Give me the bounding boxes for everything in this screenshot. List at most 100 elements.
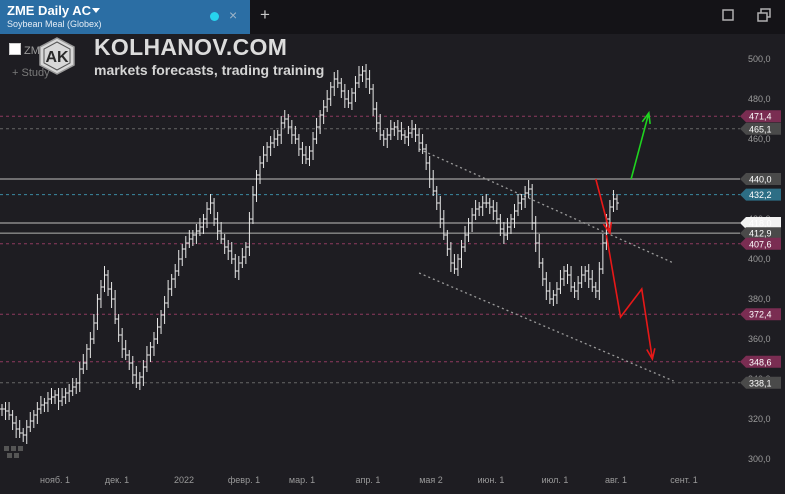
price-bar — [3, 402, 8, 420]
price-bar — [441, 210, 446, 240]
indicator-checkbox[interactable] — [9, 43, 21, 55]
maximize-icon[interactable] — [722, 9, 734, 21]
price-bar — [88, 332, 93, 358]
add-study-button[interactable]: + Study — [12, 67, 50, 79]
price-bar — [63, 388, 68, 404]
price-bar — [102, 266, 107, 292]
x-tick-label: авг. 1 — [605, 475, 627, 485]
price-bar — [413, 124, 418, 142]
price-bar — [151, 332, 156, 356]
x-tick-label: июн. 1 — [478, 475, 505, 485]
level-badge-label: 338,1 — [749, 378, 772, 388]
price-bar — [141, 360, 146, 386]
price-bar — [364, 64, 369, 88]
price-bar — [385, 128, 390, 148]
level-badge — [740, 227, 781, 240]
level-badge — [740, 173, 781, 185]
price-bar — [120, 328, 125, 358]
price-bar — [321, 100, 326, 124]
restore-window-icon[interactable] — [757, 8, 771, 22]
price-bar — [342, 84, 347, 108]
x-tick-label: мар. 1 — [289, 475, 315, 485]
price-bar — [512, 204, 517, 228]
price-bar — [250, 186, 255, 224]
close-icon[interactable]: × — [229, 7, 238, 23]
y-tick-label: 460,0 — [748, 134, 771, 144]
chevron-down-icon[interactable] — [92, 8, 100, 13]
price-bar — [477, 202, 482, 216]
add-tab-button[interactable]: + — [260, 5, 270, 24]
price-bar — [49, 388, 54, 404]
price-bar — [77, 362, 82, 392]
price-bar — [615, 194, 619, 210]
price-bar — [487, 198, 492, 214]
price-bar — [38, 396, 43, 414]
price-bar — [551, 290, 556, 306]
level-badge-label: 372,4 — [749, 310, 772, 320]
price-bar — [194, 224, 199, 244]
price-bar — [303, 146, 308, 164]
price-bar — [109, 282, 114, 308]
price-bar — [597, 262, 602, 300]
price-bar — [572, 282, 577, 298]
price-bar — [148, 342, 153, 362]
price-bar — [134, 366, 139, 388]
price-bar — [569, 266, 574, 292]
price-bar — [526, 180, 531, 198]
tab-title: ZME Daily AC — [7, 3, 92, 18]
price-bar — [74, 378, 79, 394]
price-bar — [473, 200, 478, 220]
price-bar — [516, 194, 521, 216]
price-bar — [21, 428, 26, 442]
channel-line-upper — [418, 148, 674, 264]
price-bar — [279, 116, 284, 144]
price-bar — [56, 388, 61, 410]
price-bar — [296, 134, 301, 156]
price-bar — [53, 390, 58, 404]
price-bar — [208, 194, 213, 214]
price-bar — [505, 218, 510, 240]
watermark-icon — [4, 446, 23, 458]
price-bar — [424, 144, 429, 170]
red-arrow-head — [602, 221, 613, 236]
price-bar — [540, 258, 545, 286]
chart-tab[interactable]: ZME Daily AC Soybean Meal (Globex) × — [0, 0, 250, 34]
y-tick-label: 320,0 — [748, 414, 771, 424]
price-bar — [519, 194, 524, 210]
x-axis: нояб. 1 дек. 1 2022 февр. 1 мар. 1 апр. 1 мая … — [40, 475, 698, 485]
level-badge-label: 440,0 — [749, 175, 772, 185]
price-bar — [314, 118, 319, 144]
price-bar — [144, 346, 149, 372]
price-bar — [28, 412, 33, 432]
price-bar — [205, 202, 209, 228]
price-bar — [335, 70, 340, 88]
price-bar — [155, 318, 160, 344]
price-bar — [466, 218, 471, 242]
brand-name[interactable]: KOLHANOV.COM — [94, 34, 288, 60]
price-bar — [590, 270, 595, 292]
price-bar — [286, 114, 291, 134]
price-bar — [98, 280, 103, 308]
level-badge — [740, 122, 781, 135]
price-bar — [325, 90, 330, 112]
price-bar — [173, 264, 178, 288]
price-bar — [183, 236, 188, 258]
price-bar — [600, 234, 605, 274]
price-bar — [523, 186, 528, 208]
price-bar — [254, 170, 259, 202]
price-bar — [586, 264, 591, 288]
price-bar — [494, 202, 499, 224]
price-bar — [127, 350, 132, 370]
price-bar — [491, 200, 496, 220]
x-tick-label: апр. 1 — [356, 475, 381, 485]
level-badge — [740, 355, 781, 368]
price-bar — [240, 248, 245, 268]
price-bar — [67, 384, 72, 402]
level-badge — [740, 217, 781, 229]
y-tick-label: 380,0 — [748, 294, 771, 304]
price-bar — [265, 142, 270, 162]
price-bar — [311, 132, 316, 160]
price-bar — [374, 102, 379, 132]
